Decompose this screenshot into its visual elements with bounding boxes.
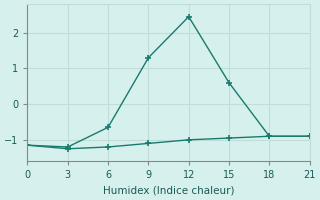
X-axis label: Humidex (Indice chaleur): Humidex (Indice chaleur) bbox=[103, 186, 234, 196]
